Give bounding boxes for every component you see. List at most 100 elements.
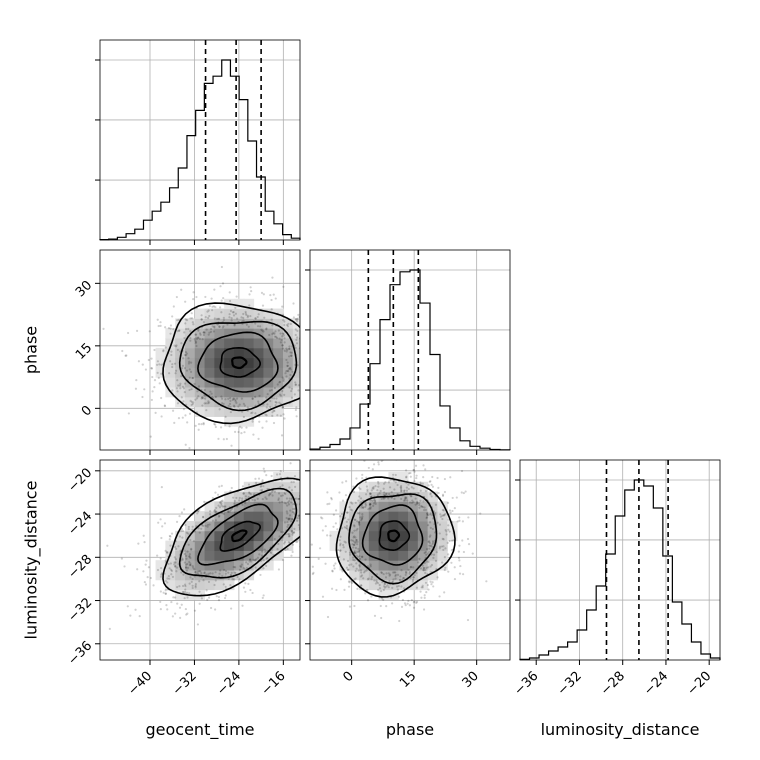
density-cell — [243, 560, 255, 571]
sample-point — [201, 524, 204, 527]
density-cell — [253, 308, 264, 319]
density-cell — [349, 501, 360, 512]
x-tick-label: −24 — [214, 669, 244, 699]
sample-point — [354, 501, 357, 504]
sample-point — [303, 399, 305, 401]
density-cell — [155, 367, 166, 378]
density-cell — [368, 540, 380, 551]
sample-point — [300, 368, 302, 370]
sample-point — [200, 318, 203, 321]
sample-point — [382, 588, 385, 592]
density-cell — [204, 406, 215, 417]
sample-point — [303, 475, 305, 477]
sample-point — [366, 599, 370, 602]
density-cell — [303, 511, 313, 521]
sample-point — [120, 557, 123, 560]
sample-point — [261, 304, 265, 307]
density-cell — [184, 550, 196, 561]
sample-point — [237, 405, 240, 408]
sample-point — [296, 540, 299, 543]
sample-point — [257, 437, 260, 440]
sample-point — [144, 563, 147, 566]
density-cell — [214, 337, 225, 349]
sample-point — [176, 586, 179, 589]
sample-point — [275, 335, 278, 338]
sample-point — [253, 559, 256, 562]
sample-point — [248, 491, 251, 494]
sample-point — [338, 491, 341, 494]
sample-point — [193, 568, 196, 571]
sample-point — [360, 555, 364, 558]
density-cell — [417, 560, 429, 571]
sample-point — [289, 322, 292, 326]
sample-point — [242, 567, 245, 570]
sample-point — [142, 570, 145, 573]
density-cell — [378, 579, 389, 591]
sample-point — [209, 606, 213, 610]
sample-point — [420, 505, 423, 508]
contour-line — [162, 302, 300, 425]
sample-point — [273, 409, 276, 413]
density-cell — [253, 501, 264, 512]
sample-point — [354, 518, 357, 521]
sample-point — [218, 325, 221, 328]
density-cell — [165, 347, 176, 359]
sample-point — [189, 576, 192, 579]
sample-point — [262, 559, 266, 562]
density-cell — [427, 520, 438, 532]
sample-point — [450, 549, 454, 552]
sample-point — [257, 402, 260, 405]
density-cell — [359, 569, 370, 581]
density-cell — [204, 511, 215, 522]
sample-point — [426, 513, 429, 516]
sample-point — [348, 551, 352, 554]
density-cell — [243, 396, 255, 408]
sample-point — [295, 540, 298, 544]
density-cell — [233, 357, 245, 368]
sample-point — [359, 487, 362, 491]
sample-point — [424, 490, 428, 493]
density-cell — [194, 579, 206, 591]
density-cell — [388, 540, 399, 551]
sample-point — [230, 486, 233, 490]
sample-point — [368, 507, 371, 510]
sample-point — [135, 329, 139, 332]
density-cell — [253, 357, 264, 368]
sample-point — [321, 502, 323, 504]
sample-point — [193, 337, 196, 341]
sample-point — [344, 419, 346, 421]
sample-point — [436, 576, 439, 579]
sample-point — [424, 568, 427, 572]
sample-point — [308, 354, 310, 356]
sample-point — [214, 519, 218, 522]
sample-point — [233, 502, 236, 505]
sample-point — [168, 372, 171, 375]
sample-point — [339, 515, 342, 518]
sample-point — [415, 586, 418, 589]
sample-point — [378, 587, 382, 590]
sample-point — [349, 508, 352, 511]
sample-point — [286, 348, 289, 351]
sample-point — [382, 487, 385, 490]
sample-point — [332, 520, 334, 522]
sample-point — [180, 571, 183, 574]
sample-point — [319, 500, 321, 502]
sample-point — [292, 302, 295, 305]
sample-point — [399, 488, 403, 491]
sample-point — [350, 539, 353, 542]
sample-point — [368, 502, 372, 506]
density-cell — [408, 491, 419, 502]
sample-point — [420, 505, 423, 508]
sample-point — [272, 421, 276, 425]
sample-point — [425, 566, 428, 569]
density-cell — [368, 560, 380, 571]
sample-point — [286, 525, 289, 528]
sample-point — [189, 538, 192, 542]
sample-point — [171, 365, 174, 369]
density-cell — [408, 560, 419, 571]
density-cell — [184, 357, 196, 368]
sample-point — [417, 561, 420, 564]
sample-point — [281, 484, 284, 487]
sample-point — [326, 554, 328, 556]
sample-point — [164, 559, 167, 562]
